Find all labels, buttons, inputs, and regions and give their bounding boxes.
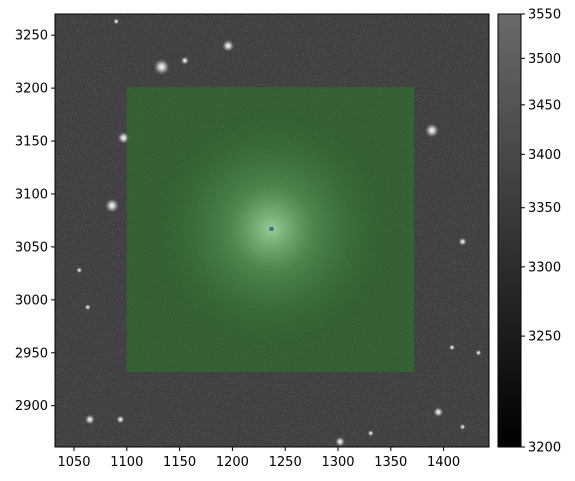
colorbar-tick-label: 3300 — [528, 260, 561, 275]
y-tick-label: 3050 — [15, 240, 48, 255]
x-tick-label: 1150 — [163, 455, 196, 470]
source-12 — [84, 414, 95, 425]
source-7 — [458, 237, 467, 246]
colorbar-tick-label: 3400 — [528, 148, 561, 163]
source-15 — [367, 430, 374, 437]
colorbar-tick-label: 3350 — [528, 201, 561, 216]
sources-layer — [76, 18, 482, 447]
source-16 — [433, 407, 444, 418]
source-1 — [153, 58, 170, 75]
source-14 — [335, 436, 346, 447]
x-tick-label: 1200 — [216, 455, 249, 470]
y-axis: 2900 2950 3000 3050 3100 3150 3200 3250 — [15, 29, 55, 414]
colorbar-tick-label: 3250 — [528, 330, 561, 345]
plot-frame — [54, 13, 490, 448]
x-axis: 1050 1100 1150 1200 1250 1300 1350 1400 — [57, 447, 460, 470]
colorbar-tick-label: 3450 — [528, 98, 561, 113]
y-tick-label: 2900 — [15, 399, 48, 414]
x-tick-label: 1350 — [374, 455, 407, 470]
x-tick-label: 1300 — [321, 455, 354, 470]
source-13 — [116, 415, 125, 424]
colorbar: 3200 3250 3300 3350 3400 3450 3500 3550 — [497, 8, 561, 456]
y-tick-label: 3100 — [15, 187, 48, 202]
x-tick-label: 1050 — [57, 455, 90, 470]
source-6 — [105, 198, 120, 213]
image-plot: 1050 1100 1150 1200 1250 1300 1350 1400 2900 295… — [15, 13, 490, 470]
y-tick-label: 3250 — [15, 29, 48, 44]
source-3 — [222, 39, 235, 52]
central-source-marker — [269, 226, 274, 231]
colorbar-ticks: 3200 3250 3300 3350 3400 3450 3500 3550 — [521, 8, 561, 456]
colorbar-scale — [497, 13, 522, 448]
y-tick-label: 3200 — [15, 82, 48, 97]
source-9 — [76, 267, 83, 274]
source-2 — [180, 56, 189, 65]
x-tick-label: 1250 — [269, 455, 302, 470]
source-17 — [459, 423, 466, 430]
source-4 — [117, 131, 130, 144]
y-tick-label: 3150 — [15, 135, 48, 150]
colorbar-tick-label: 3200 — [528, 441, 561, 456]
colorbar-tick-label: 3550 — [528, 8, 561, 23]
x-tick-label: 1100 — [110, 455, 143, 470]
source-8 — [84, 304, 91, 311]
source-10 — [449, 344, 456, 351]
y-tick-label: 2950 — [15, 346, 48, 361]
source-0 — [113, 18, 120, 25]
y-tick-label: 3000 — [15, 293, 48, 308]
colorbar-tick-label: 3500 — [528, 52, 561, 67]
source-5 — [424, 123, 439, 138]
x-tick-label: 1400 — [427, 455, 460, 470]
source-11 — [475, 349, 482, 356]
